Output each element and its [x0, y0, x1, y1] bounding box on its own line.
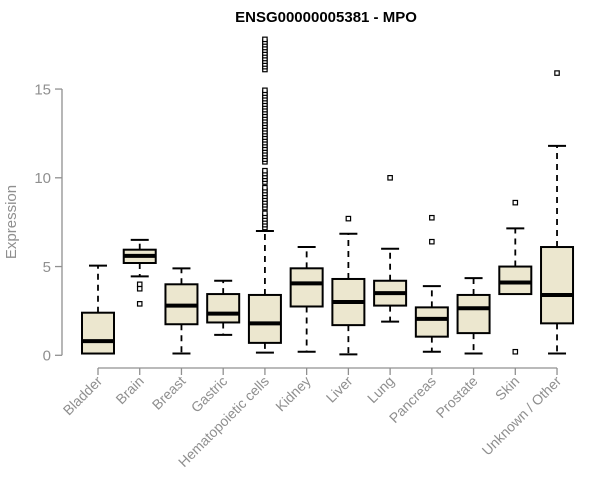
- boxplot-breast: [164, 267, 199, 355]
- boxplot-brain: [122, 238, 157, 307]
- outlier-point: [262, 210, 268, 217]
- y-tick-label-5: 5: [43, 259, 51, 276]
- outlier-point: [429, 214, 435, 221]
- boxplot-lung: [373, 175, 408, 323]
- x-tick-label-prostate: Prostate: [433, 373, 481, 421]
- boxplot-prostate: [456, 277, 491, 355]
- box: [498, 265, 533, 296]
- y-tick-label-10: 10: [34, 170, 51, 187]
- y-axis-title: Expression: [3, 185, 20, 259]
- x-tick-label-kidney: Kidney: [272, 373, 314, 415]
- outlier-point: [262, 184, 268, 191]
- boxplot-gastric: [206, 279, 241, 336]
- x-tick-label-skin: Skin: [492, 373, 523, 404]
- outlier-point: [262, 87, 268, 94]
- box: [247, 293, 282, 344]
- y-tick-label-0: 0: [43, 348, 51, 365]
- outlier-point: [429, 238, 435, 245]
- x-tick-label-brain: Brain: [112, 373, 146, 407]
- outlier-point: [136, 285, 143, 292]
- box: [206, 293, 241, 324]
- x-tick-label-unknown-other: Unknown / Other: [479, 373, 565, 459]
- x-tick-label-bladder: Bladder: [60, 373, 106, 419]
- box: [81, 311, 115, 355]
- outlier-point: [262, 167, 268, 174]
- boxplot-liver: [331, 215, 366, 356]
- outlier-point: [512, 348, 519, 355]
- outlier-point: [262, 36, 268, 43]
- outlier-point: [554, 70, 560, 76]
- box: [456, 293, 491, 335]
- boxplot-hematopoietic-cells: [247, 36, 282, 354]
- boxplot-skin: [498, 199, 533, 355]
- boxplot-pancreas: [414, 214, 449, 353]
- outlier-point: [345, 215, 352, 222]
- outlier-point: [136, 281, 143, 288]
- boxplot-unknown-other: [540, 70, 575, 355]
- box: [414, 306, 449, 338]
- outlier-point: [136, 301, 143, 307]
- outlier-point: [387, 175, 393, 181]
- y-tick-label-15: 15: [34, 81, 51, 98]
- boxplot-series: [81, 36, 575, 356]
- outlier-point: [512, 199, 519, 206]
- boxplot-kidney: [289, 246, 324, 353]
- box: [289, 267, 324, 308]
- x-tick-label-lung: Lung: [364, 373, 397, 406]
- x-tick-label-breast: Breast: [149, 373, 189, 413]
- boxplot-bladder: [81, 264, 115, 355]
- x-tick-label-liver: Liver: [323, 373, 356, 406]
- chart-title: ENSG00000005381 - MPO: [235, 9, 417, 26]
- box: [540, 246, 575, 325]
